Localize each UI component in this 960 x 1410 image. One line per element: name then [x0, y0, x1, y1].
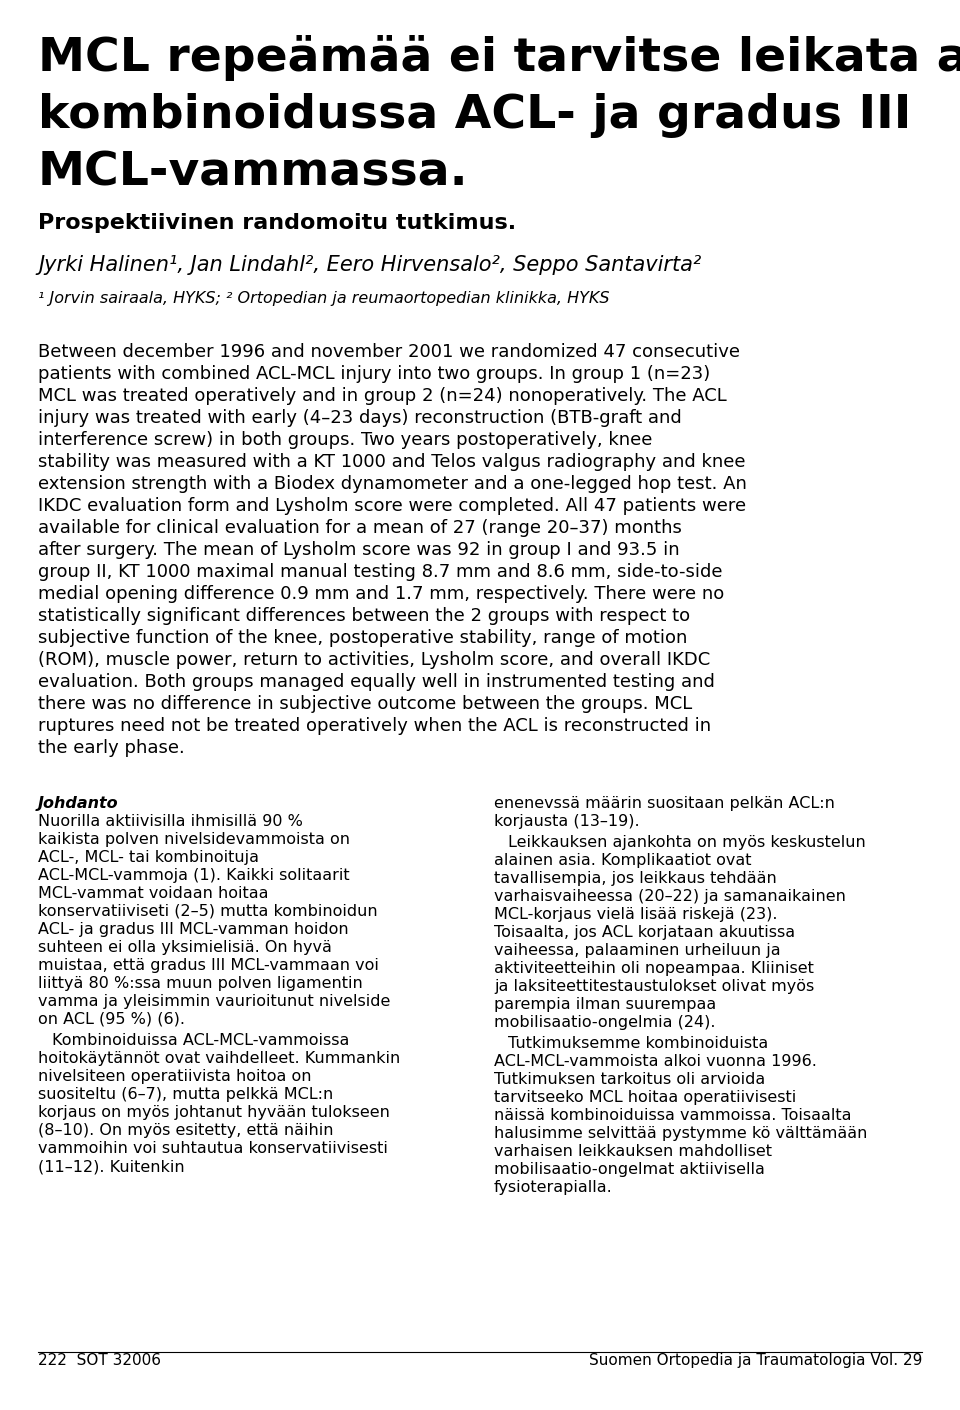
Text: medial opening difference 0.9 mm and 1.7 mm, respectively. There were no: medial opening difference 0.9 mm and 1.7…: [38, 585, 724, 603]
Text: ruptures need not be treated operatively when the ACL is reconstructed in: ruptures need not be treated operatively…: [38, 718, 711, 735]
Text: vammoihin voi suhtautua konservatiivisesti: vammoihin voi suhtautua konservatiivises…: [38, 1141, 388, 1156]
Text: enenevssä määrin suositaan pelkän ACL:n: enenevssä määrin suositaan pelkän ACL:n: [494, 797, 835, 811]
Text: Prospektiivinen randomoitu tutkimus.: Prospektiivinen randomoitu tutkimus.: [38, 213, 516, 233]
Text: group II, KT 1000 maximal manual testing 8.7 mm and 8.6 mm, side-to-side: group II, KT 1000 maximal manual testing…: [38, 563, 723, 581]
Text: varhaisvaiheessa (20–22) ja samanaikainen: varhaisvaiheessa (20–22) ja samanaikaine…: [494, 888, 846, 904]
Text: hoitokäytännöt ovat vaihdelleet. Kummankin: hoitokäytännöt ovat vaihdelleet. Kummank…: [38, 1050, 400, 1066]
Text: injury was treated with early (4–23 days) reconstruction (BTB-graft and: injury was treated with early (4–23 days…: [38, 409, 682, 427]
Text: available for clinical evaluation for a mean of 27 (range 20–37) months: available for clinical evaluation for a …: [38, 519, 682, 537]
Text: 222  SOT 32006: 222 SOT 32006: [38, 1354, 161, 1368]
Text: subjective function of the knee, postoperative stability, range of motion: subjective function of the knee, postope…: [38, 629, 687, 647]
Text: patients with combined ACL-MCL injury into two groups. In group 1 (n=23): patients with combined ACL-MCL injury in…: [38, 365, 710, 384]
Text: ACL- ja gradus III MCL-vamman hoidon: ACL- ja gradus III MCL-vamman hoidon: [38, 922, 348, 938]
Text: liittyä 80 %:ssa muun polven ligamentin: liittyä 80 %:ssa muun polven ligamentin: [38, 976, 363, 991]
Text: korjausta (13–19).: korjausta (13–19).: [494, 814, 639, 829]
Text: interference screw) in both groups. Two years postoperatively, knee: interference screw) in both groups. Two …: [38, 431, 653, 448]
Text: ACL-MCL-vammoista alkoi vuonna 1996.: ACL-MCL-vammoista alkoi vuonna 1996.: [494, 1055, 817, 1069]
Text: after surgery. The mean of Lysholm score was 92 in group I and 93.5 in: after surgery. The mean of Lysholm score…: [38, 541, 680, 558]
Text: parempia ilman suurempaa: parempia ilman suurempaa: [494, 997, 716, 1012]
Text: MCL repeämää ei tarvitse leikata akuutissa: MCL repeämää ei tarvitse leikata akuutis…: [38, 35, 960, 80]
Text: mobilisaatio-ongelmia (24).: mobilisaatio-ongelmia (24).: [494, 1015, 715, 1029]
Text: (ROM), muscle power, return to activities, Lysholm score, and overall IKDC: (ROM), muscle power, return to activitie…: [38, 651, 710, 668]
Text: tavallisempia, jos leikkaus tehdään: tavallisempia, jos leikkaus tehdään: [494, 871, 777, 885]
Text: ja laksiteettitestaustulokset olivat myös: ja laksiteettitestaustulokset olivat myö…: [494, 979, 814, 994]
Text: suhteen ei olla yksimielisiä. On hyvä: suhteen ei olla yksimielisiä. On hyvä: [38, 940, 332, 955]
Text: alainen asia. Komplikaatiot ovat: alainen asia. Komplikaatiot ovat: [494, 853, 752, 869]
Text: halusimme selvittää pystymme kö välttämään: halusimme selvittää pystymme kö välttämä…: [494, 1127, 868, 1141]
Text: Leikkauksen ajankohta on myös keskustelun: Leikkauksen ajankohta on myös keskustelu…: [508, 835, 866, 850]
Text: Toisaalta, jos ACL korjataan akuutissa: Toisaalta, jos ACL korjataan akuutissa: [494, 925, 795, 940]
Text: extension strength with a Biodex dynamometer and a one-legged hop test. An: extension strength with a Biodex dynamom…: [38, 475, 747, 493]
Text: on ACL (95 %) (6).: on ACL (95 %) (6).: [38, 1012, 185, 1026]
Text: nivelsiteen operatiivista hoitoa on: nivelsiteen operatiivista hoitoa on: [38, 1069, 311, 1084]
Text: Suomen Ortopedia ja Traumatologia Vol. 29: Suomen Ortopedia ja Traumatologia Vol. 2…: [588, 1354, 922, 1368]
Text: statistically significant differences between the 2 groups with respect to: statistically significant differences be…: [38, 606, 690, 625]
Text: ACL-MCL-vammoja (1). Kaikki solitaarit: ACL-MCL-vammoja (1). Kaikki solitaarit: [38, 869, 349, 883]
Text: Jyrki Halinen¹, Jan Lindahl², Eero Hirvensalo², Seppo Santavirta²: Jyrki Halinen¹, Jan Lindahl², Eero Hirve…: [38, 255, 701, 275]
Text: fysioterapialla.: fysioterapialla.: [494, 1180, 612, 1196]
Text: stability was measured with a KT 1000 and Telos valgus radiography and knee: stability was measured with a KT 1000 an…: [38, 453, 746, 471]
Text: Kombinoiduissa ACL-MCL-vammoissa: Kombinoiduissa ACL-MCL-vammoissa: [52, 1034, 349, 1048]
Text: vamma ja yleisimmin vaurioitunut nivelside: vamma ja yleisimmin vaurioitunut nivelsi…: [38, 994, 391, 1010]
Text: Tutkimuksemme kombinoiduista: Tutkimuksemme kombinoiduista: [508, 1036, 768, 1050]
Text: ACL-, MCL- tai kombinoituja: ACL-, MCL- tai kombinoituja: [38, 850, 259, 864]
Text: kombinoidussa ACL- ja gradus III: kombinoidussa ACL- ja gradus III: [38, 93, 911, 138]
Text: (11–12). Kuitenkin: (11–12). Kuitenkin: [38, 1159, 184, 1175]
Text: suositeltu (6–7), mutta pelkkä MCL:n: suositeltu (6–7), mutta pelkkä MCL:n: [38, 1087, 333, 1103]
Text: tarvitseeko MCL hoitaa operatiivisesti: tarvitseeko MCL hoitaa operatiivisesti: [494, 1090, 796, 1105]
Text: varhaisen leikkauksen mahdolliset: varhaisen leikkauksen mahdolliset: [494, 1144, 772, 1159]
Text: there was no difference in subjective outcome between the groups. MCL: there was no difference in subjective ou…: [38, 695, 692, 713]
Text: kaikista polven nivelsidevammoista on: kaikista polven nivelsidevammoista on: [38, 832, 350, 847]
Text: näissä kombinoiduissa vammoissa. Toisaalta: näissä kombinoiduissa vammoissa. Toisaal…: [494, 1108, 852, 1122]
Text: muistaa, että gradus III MCL-vammaan voi: muistaa, että gradus III MCL-vammaan voi: [38, 957, 379, 973]
Text: MCL-korjaus vielä lisää riskejä (23).: MCL-korjaus vielä lisää riskejä (23).: [494, 907, 778, 922]
Text: Between december 1996 and november 2001 we randomized 47 consecutive: Between december 1996 and november 2001 …: [38, 343, 740, 361]
Text: IKDC evaluation form and Lysholm score were completed. All 47 patients were: IKDC evaluation form and Lysholm score w…: [38, 496, 746, 515]
Text: evaluation. Both groups managed equally well in instrumented testing and: evaluation. Both groups managed equally …: [38, 673, 715, 691]
Text: Tutkimuksen tarkoitus oli arvioida: Tutkimuksen tarkoitus oli arvioida: [494, 1072, 765, 1087]
Text: mobilisaatio-ongelmat aktiivisella: mobilisaatio-ongelmat aktiivisella: [494, 1162, 765, 1177]
Text: MCL-vammat voidaan hoitaa: MCL-vammat voidaan hoitaa: [38, 885, 269, 901]
Text: vaiheessa, palaaminen urheiluun ja: vaiheessa, palaaminen urheiluun ja: [494, 943, 780, 957]
Text: aktiviteetteihin oli nopeampaa. Kliiniset: aktiviteetteihin oli nopeampaa. Kliinise…: [494, 962, 814, 976]
Text: ¹ Jorvin sairaala, HYKS; ² Ortopedian ja reumaortopedian klinikka, HYKS: ¹ Jorvin sairaala, HYKS; ² Ortopedian ja…: [38, 290, 610, 306]
Text: korjaus on myös johtanut hyvään tulokseen: korjaus on myös johtanut hyvään tuloksee…: [38, 1105, 390, 1120]
Text: konservatiiviseti (2–5) mutta kombinoidun: konservatiiviseti (2–5) mutta kombinoidu…: [38, 904, 377, 919]
Text: (8–10). On myös esitetty, että näihin: (8–10). On myös esitetty, että näihin: [38, 1122, 333, 1138]
Text: MCL was treated operatively and in group 2 (n=24) nonoperatively. The ACL: MCL was treated operatively and in group…: [38, 386, 727, 405]
Text: the early phase.: the early phase.: [38, 739, 184, 757]
Text: Nuorilla aktiivisilla ihmisillä 90 %: Nuorilla aktiivisilla ihmisillä 90 %: [38, 814, 302, 829]
Text: Johdanto: Johdanto: [38, 797, 119, 811]
Text: MCL-vammassa.: MCL-vammassa.: [38, 151, 468, 196]
